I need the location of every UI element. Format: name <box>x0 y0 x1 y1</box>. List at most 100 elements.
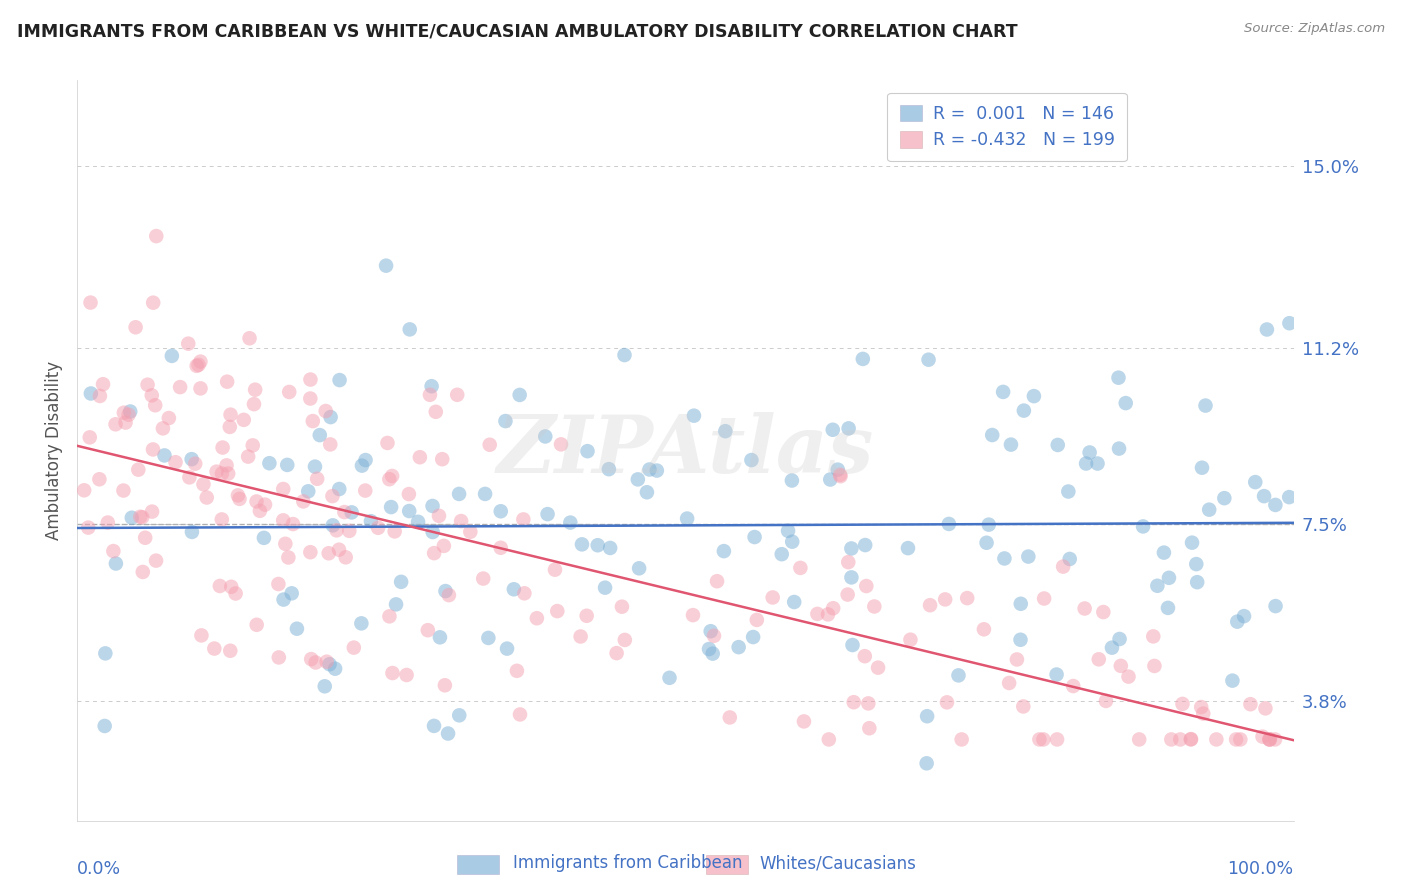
Point <box>136 377 159 392</box>
Point <box>613 348 636 362</box>
Point <box>134 531 156 545</box>
Point <box>246 617 269 632</box>
Point <box>1059 552 1081 566</box>
Point <box>142 295 165 310</box>
Point <box>422 524 444 539</box>
Point <box>534 429 557 443</box>
Point <box>280 586 302 600</box>
Point <box>1092 605 1115 619</box>
Point <box>276 458 298 472</box>
Point <box>1194 399 1216 413</box>
Point <box>855 579 877 593</box>
Point <box>599 541 621 555</box>
Point <box>1192 706 1215 721</box>
Point <box>610 599 633 614</box>
Point <box>425 405 447 419</box>
Point <box>243 397 266 411</box>
Point <box>429 630 451 644</box>
Point <box>837 555 859 569</box>
Point <box>328 542 350 557</box>
Point <box>375 259 398 273</box>
Point <box>211 467 233 481</box>
Point <box>385 598 408 612</box>
Point <box>821 423 844 437</box>
Point <box>645 464 668 478</box>
Point <box>512 512 534 526</box>
Point <box>378 472 401 486</box>
Point <box>571 537 593 551</box>
Point <box>217 375 239 389</box>
Point <box>742 630 765 644</box>
Point <box>897 541 920 555</box>
Point <box>1073 601 1095 615</box>
Point <box>613 632 636 647</box>
Point <box>360 514 382 528</box>
Point <box>683 409 706 423</box>
Point <box>841 570 863 584</box>
Point <box>1168 732 1191 747</box>
Point <box>915 709 938 723</box>
Point <box>1010 632 1032 647</box>
Point <box>841 638 863 652</box>
Point <box>142 442 165 457</box>
Point <box>211 441 233 455</box>
Point <box>1181 535 1204 549</box>
Point <box>740 453 762 467</box>
Point <box>593 581 616 595</box>
Point <box>713 544 735 558</box>
Point <box>406 515 429 529</box>
Point <box>281 517 304 532</box>
Point <box>676 511 699 525</box>
Point <box>714 424 737 438</box>
Point <box>1005 652 1028 666</box>
Point <box>1108 442 1130 456</box>
Point <box>350 616 373 631</box>
Point <box>806 607 828 621</box>
Point <box>1264 732 1286 747</box>
Point <box>460 524 482 539</box>
Point <box>157 411 180 425</box>
Point <box>420 379 443 393</box>
Point <box>569 630 592 644</box>
Point <box>1180 732 1202 747</box>
Text: Source: ZipAtlas.com: Source: ZipAtlas.com <box>1244 22 1385 36</box>
Point <box>437 726 460 740</box>
Point <box>243 383 266 397</box>
Point <box>1087 457 1109 471</box>
Point <box>1160 732 1182 747</box>
Point <box>783 595 806 609</box>
Point <box>335 550 357 565</box>
Point <box>820 473 842 487</box>
Point <box>1028 732 1050 747</box>
Point <box>977 517 1000 532</box>
Point <box>422 499 444 513</box>
Point <box>193 477 215 491</box>
Point <box>202 641 225 656</box>
Point <box>936 695 959 709</box>
Point <box>770 547 793 561</box>
Point <box>259 456 281 470</box>
Point <box>976 535 998 549</box>
Y-axis label: Ambulatory Disability: Ambulatory Disability <box>45 361 63 540</box>
Point <box>219 580 242 594</box>
Point <box>1146 579 1168 593</box>
Point <box>1045 667 1067 681</box>
Point <box>315 655 337 669</box>
Point <box>1046 438 1069 452</box>
Point <box>1010 597 1032 611</box>
Point <box>301 414 323 428</box>
Point <box>472 572 495 586</box>
Point <box>143 398 166 412</box>
Point <box>950 732 973 747</box>
Point <box>817 607 839 622</box>
Point <box>900 632 922 647</box>
Point <box>550 437 572 451</box>
Point <box>915 756 938 771</box>
Point <box>1254 701 1277 715</box>
Point <box>226 488 249 502</box>
Point <box>1095 694 1118 708</box>
Point <box>277 550 299 565</box>
Point <box>1185 557 1208 571</box>
Point <box>127 463 149 477</box>
Point <box>245 494 267 508</box>
